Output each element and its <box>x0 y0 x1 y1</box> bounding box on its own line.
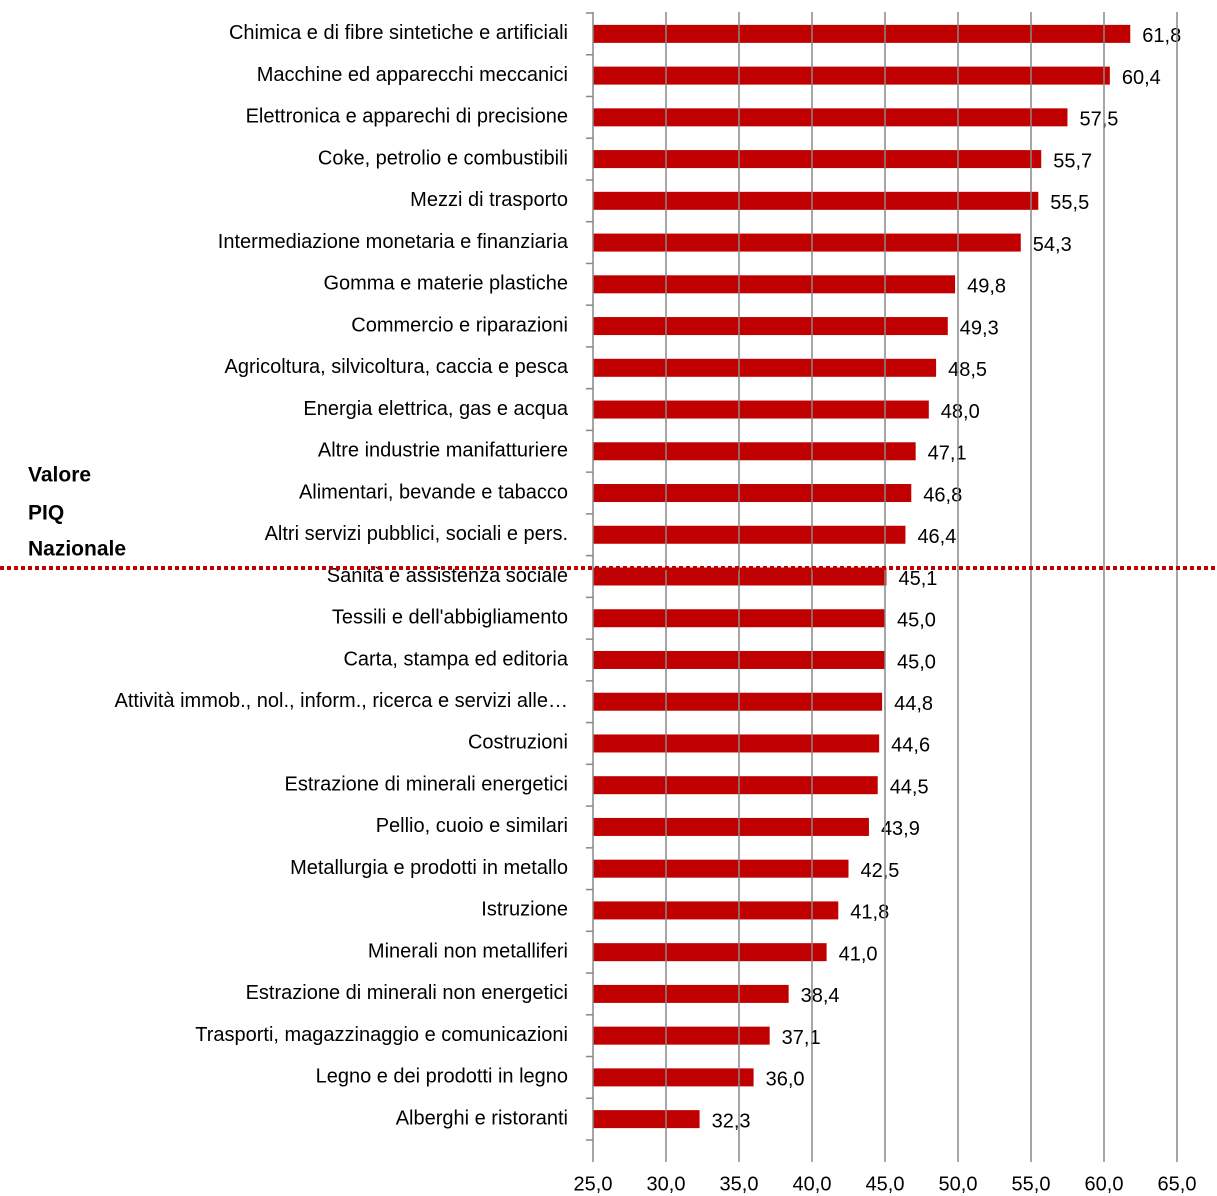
bar <box>593 1068 754 1087</box>
y-tick-label: Istruzione <box>481 899 568 921</box>
y-tick-label: Legno e dei prodotti in legno <box>316 1066 568 1088</box>
value-label: 45,0 <box>897 651 936 673</box>
value-label: 44,8 <box>894 693 933 715</box>
x-tick-label: 25,0 <box>574 1173 613 1195</box>
x-tick-label: 55,0 <box>1012 1173 1051 1195</box>
y-tick-label: Gomma e materie plastiche <box>323 273 568 295</box>
x-tick-label: 45,0 <box>866 1173 905 1195</box>
y-tick-label: Agricoltura, silvicoltura, caccia e pesc… <box>225 356 569 378</box>
bar <box>593 901 839 920</box>
value-label: 46,4 <box>917 526 956 548</box>
value-label: 49,3 <box>960 317 999 339</box>
y-tick-label: Coke, petrolio e combustibili <box>318 147 568 169</box>
bar <box>593 108 1068 127</box>
bar <box>593 275 956 294</box>
bar <box>593 66 1110 85</box>
y-tick-label: Tessili e dell'abbigliamento <box>332 607 568 629</box>
x-tick-label: 65,0 <box>1158 1173 1197 1195</box>
y-tick-label: Intermediazione monetaria e finanziaria <box>218 231 569 253</box>
bar <box>593 484 912 503</box>
value-label: 32,3 <box>712 1110 751 1132</box>
bar <box>593 24 1131 43</box>
bar <box>593 776 878 795</box>
value-label: 57,5 <box>1080 109 1119 131</box>
bar <box>593 734 880 753</box>
bar <box>593 859 849 878</box>
y-tick-label: Sanità e assistenza sociale <box>327 565 568 587</box>
y-tick-label: Carta, stampa ed editoria <box>343 648 568 670</box>
x-tick-label: 50,0 <box>939 1173 978 1195</box>
value-label: 47,1 <box>928 443 967 465</box>
bar <box>593 150 1042 169</box>
value-label: 43,9 <box>881 818 920 840</box>
value-label: 41,8 <box>850 902 889 924</box>
bar <box>593 191 1039 210</box>
x-tick-label: 35,0 <box>720 1173 759 1195</box>
value-label: 41,0 <box>839 943 878 965</box>
value-label: 46,8 <box>923 484 962 506</box>
y-tick-label: Altre industrie manifatturiere <box>318 440 568 462</box>
value-label: 49,8 <box>967 276 1006 298</box>
y-tick-label: Energia elettrica, gas e acqua <box>303 398 568 420</box>
value-label: 55,7 <box>1053 150 1092 172</box>
value-label: 42,5 <box>861 860 900 882</box>
x-tick-label: 60,0 <box>1085 1173 1124 1195</box>
bar <box>593 984 789 1003</box>
annotation: Valore <box>28 464 91 487</box>
y-tick-label: Metallurgia e prodotti in metallo <box>290 857 568 879</box>
y-tick-label: Mezzi di trasporto <box>410 189 568 211</box>
y-tick-label: Estrazione di minerali energetici <box>285 773 568 795</box>
y-tick-label: Alimentari, bevande e tabacco <box>299 481 568 503</box>
value-label: 54,3 <box>1033 234 1072 256</box>
y-tick-label: Costruzioni <box>468 732 568 754</box>
y-tick-label: Chimica e di fibre sintetiche e artifici… <box>229 22 568 44</box>
y-tick-label: Pellio, cuoio e similari <box>376 815 568 837</box>
value-label: 48,0 <box>941 401 980 423</box>
value-label: 36,0 <box>766 1069 805 1091</box>
y-tick-label: Elettronica e apparechi di precisione <box>246 106 568 128</box>
bar <box>593 817 869 836</box>
bar <box>593 317 948 336</box>
value-label: 37,1 <box>782 1027 821 1049</box>
bar <box>593 1110 700 1129</box>
value-label: 48,5 <box>948 359 987 381</box>
bar <box>593 400 929 419</box>
bar <box>593 358 937 377</box>
value-label: 38,4 <box>801 985 840 1007</box>
value-label: 61,8 <box>1142 25 1181 47</box>
value-label: 45,1 <box>898 568 937 590</box>
y-tick-label: Estrazione di minerali non energetici <box>246 982 568 1004</box>
bar <box>593 943 827 962</box>
bar <box>593 1026 770 1045</box>
y-tick-label: Altri servizi pubblici, sociali e pers. <box>265 523 568 545</box>
annotation: PIQ <box>28 502 64 525</box>
annotation: Nazionale <box>28 538 126 561</box>
y-tick-label: Minerali non metalliferi <box>368 940 568 962</box>
x-tick-label: 30,0 <box>647 1173 686 1195</box>
x-tick-label: 40,0 <box>793 1173 832 1195</box>
bar <box>593 442 916 461</box>
y-tick-label: Alberghi e ristoranti <box>396 1107 568 1129</box>
y-tick-label: Macchine ed apparecchi meccanici <box>257 64 568 86</box>
value-label: 55,5 <box>1050 192 1089 214</box>
value-label: 60,4 <box>1122 67 1161 89</box>
value-label: 44,5 <box>890 776 929 798</box>
bar <box>593 692 883 711</box>
bar <box>593 525 906 544</box>
y-tick-label: Attività immob., nol., inform., ricerca … <box>115 690 568 712</box>
value-label: 44,6 <box>891 735 930 757</box>
bar <box>593 233 1021 252</box>
y-tick-label: Commercio e riparazioni <box>351 314 568 336</box>
value-label: 45,0 <box>897 610 936 632</box>
y-tick-label: Trasporti, magazzinaggio e comunicazioni <box>195 1024 568 1046</box>
